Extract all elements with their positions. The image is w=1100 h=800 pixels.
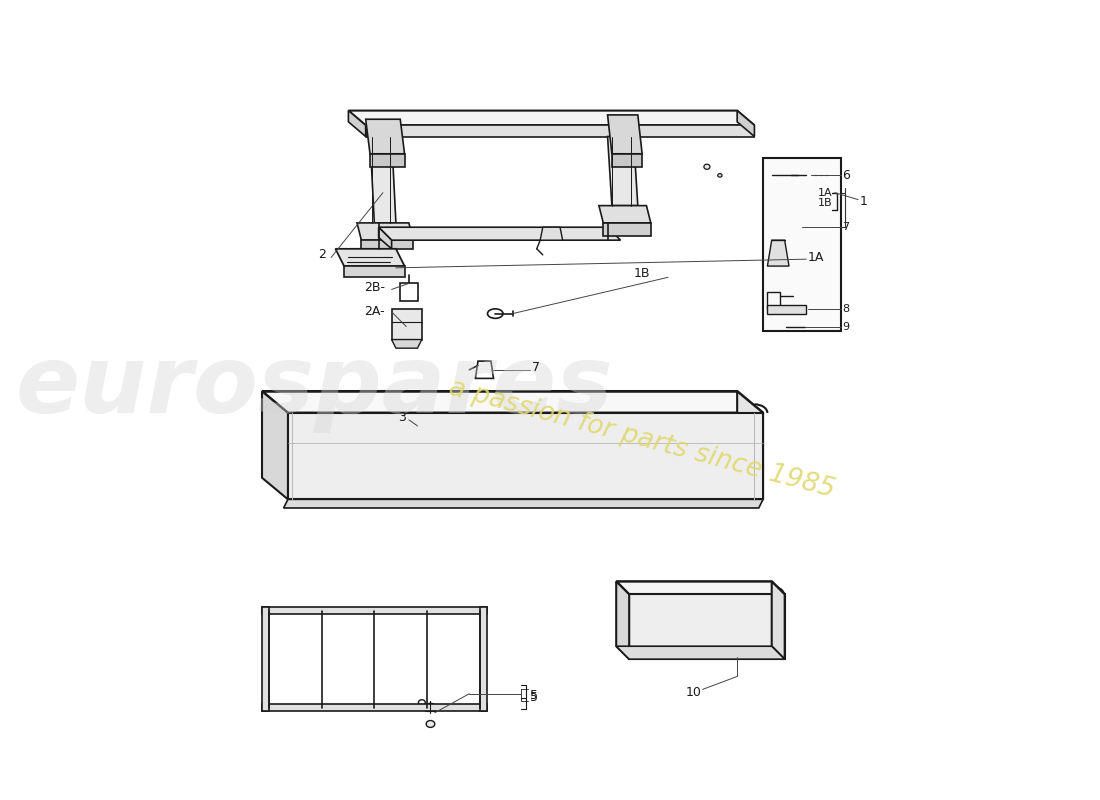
Text: 6: 6	[843, 169, 850, 182]
Polygon shape	[336, 249, 405, 266]
Text: 9: 9	[843, 322, 849, 331]
Polygon shape	[262, 607, 486, 614]
Polygon shape	[262, 607, 268, 711]
Polygon shape	[607, 115, 642, 154]
Polygon shape	[737, 110, 755, 137]
Polygon shape	[262, 391, 288, 499]
Polygon shape	[480, 607, 486, 711]
Polygon shape	[365, 126, 755, 137]
Text: 1B: 1B	[634, 267, 650, 280]
Polygon shape	[349, 110, 755, 126]
Polygon shape	[284, 499, 763, 508]
Polygon shape	[607, 137, 638, 206]
Polygon shape	[370, 137, 396, 223]
Polygon shape	[378, 227, 620, 240]
Ellipse shape	[426, 721, 434, 727]
Polygon shape	[616, 582, 784, 594]
Polygon shape	[262, 704, 486, 711]
Text: 5: 5	[530, 690, 538, 704]
Ellipse shape	[480, 704, 486, 711]
Text: a passion for parts since 1985: a passion for parts since 1985	[447, 374, 838, 503]
Polygon shape	[629, 594, 784, 659]
Text: 10: 10	[685, 686, 701, 698]
Polygon shape	[768, 240, 789, 266]
Polygon shape	[365, 119, 405, 154]
Text: 7: 7	[843, 222, 849, 232]
Polygon shape	[616, 646, 784, 659]
Ellipse shape	[704, 164, 710, 170]
Polygon shape	[768, 305, 806, 314]
Ellipse shape	[426, 703, 436, 710]
Text: 1A: 1A	[808, 251, 824, 264]
Polygon shape	[737, 391, 763, 499]
Polygon shape	[349, 110, 365, 137]
Ellipse shape	[796, 174, 802, 178]
Polygon shape	[612, 154, 642, 166]
Polygon shape	[378, 227, 392, 249]
Text: 2B-: 2B-	[364, 281, 385, 294]
Polygon shape	[540, 227, 562, 240]
Text: 1B: 1B	[817, 198, 832, 208]
Polygon shape	[262, 391, 763, 413]
Polygon shape	[603, 223, 651, 236]
Polygon shape	[288, 413, 763, 499]
Ellipse shape	[262, 704, 268, 711]
Ellipse shape	[480, 607, 486, 614]
Ellipse shape	[776, 172, 785, 179]
Text: eurospares: eurospares	[15, 341, 613, 433]
Polygon shape	[598, 206, 651, 223]
Ellipse shape	[262, 607, 268, 614]
Text: 3: 3	[398, 410, 406, 424]
Polygon shape	[358, 223, 414, 240]
Text: 2: 2	[318, 248, 326, 262]
Text: 5: 5	[530, 689, 538, 702]
Polygon shape	[763, 158, 840, 331]
Polygon shape	[616, 582, 629, 659]
Ellipse shape	[717, 174, 722, 177]
Polygon shape	[344, 266, 405, 278]
Text: 8: 8	[843, 304, 849, 314]
Text: 1: 1	[860, 195, 868, 208]
Text: 2A-: 2A-	[364, 306, 385, 318]
Polygon shape	[362, 240, 414, 249]
Text: 1A: 1A	[817, 188, 832, 198]
Ellipse shape	[774, 322, 786, 330]
Polygon shape	[392, 310, 421, 339]
Text: 7: 7	[531, 361, 539, 374]
Polygon shape	[370, 154, 405, 166]
Polygon shape	[392, 339, 421, 348]
Polygon shape	[772, 582, 784, 659]
